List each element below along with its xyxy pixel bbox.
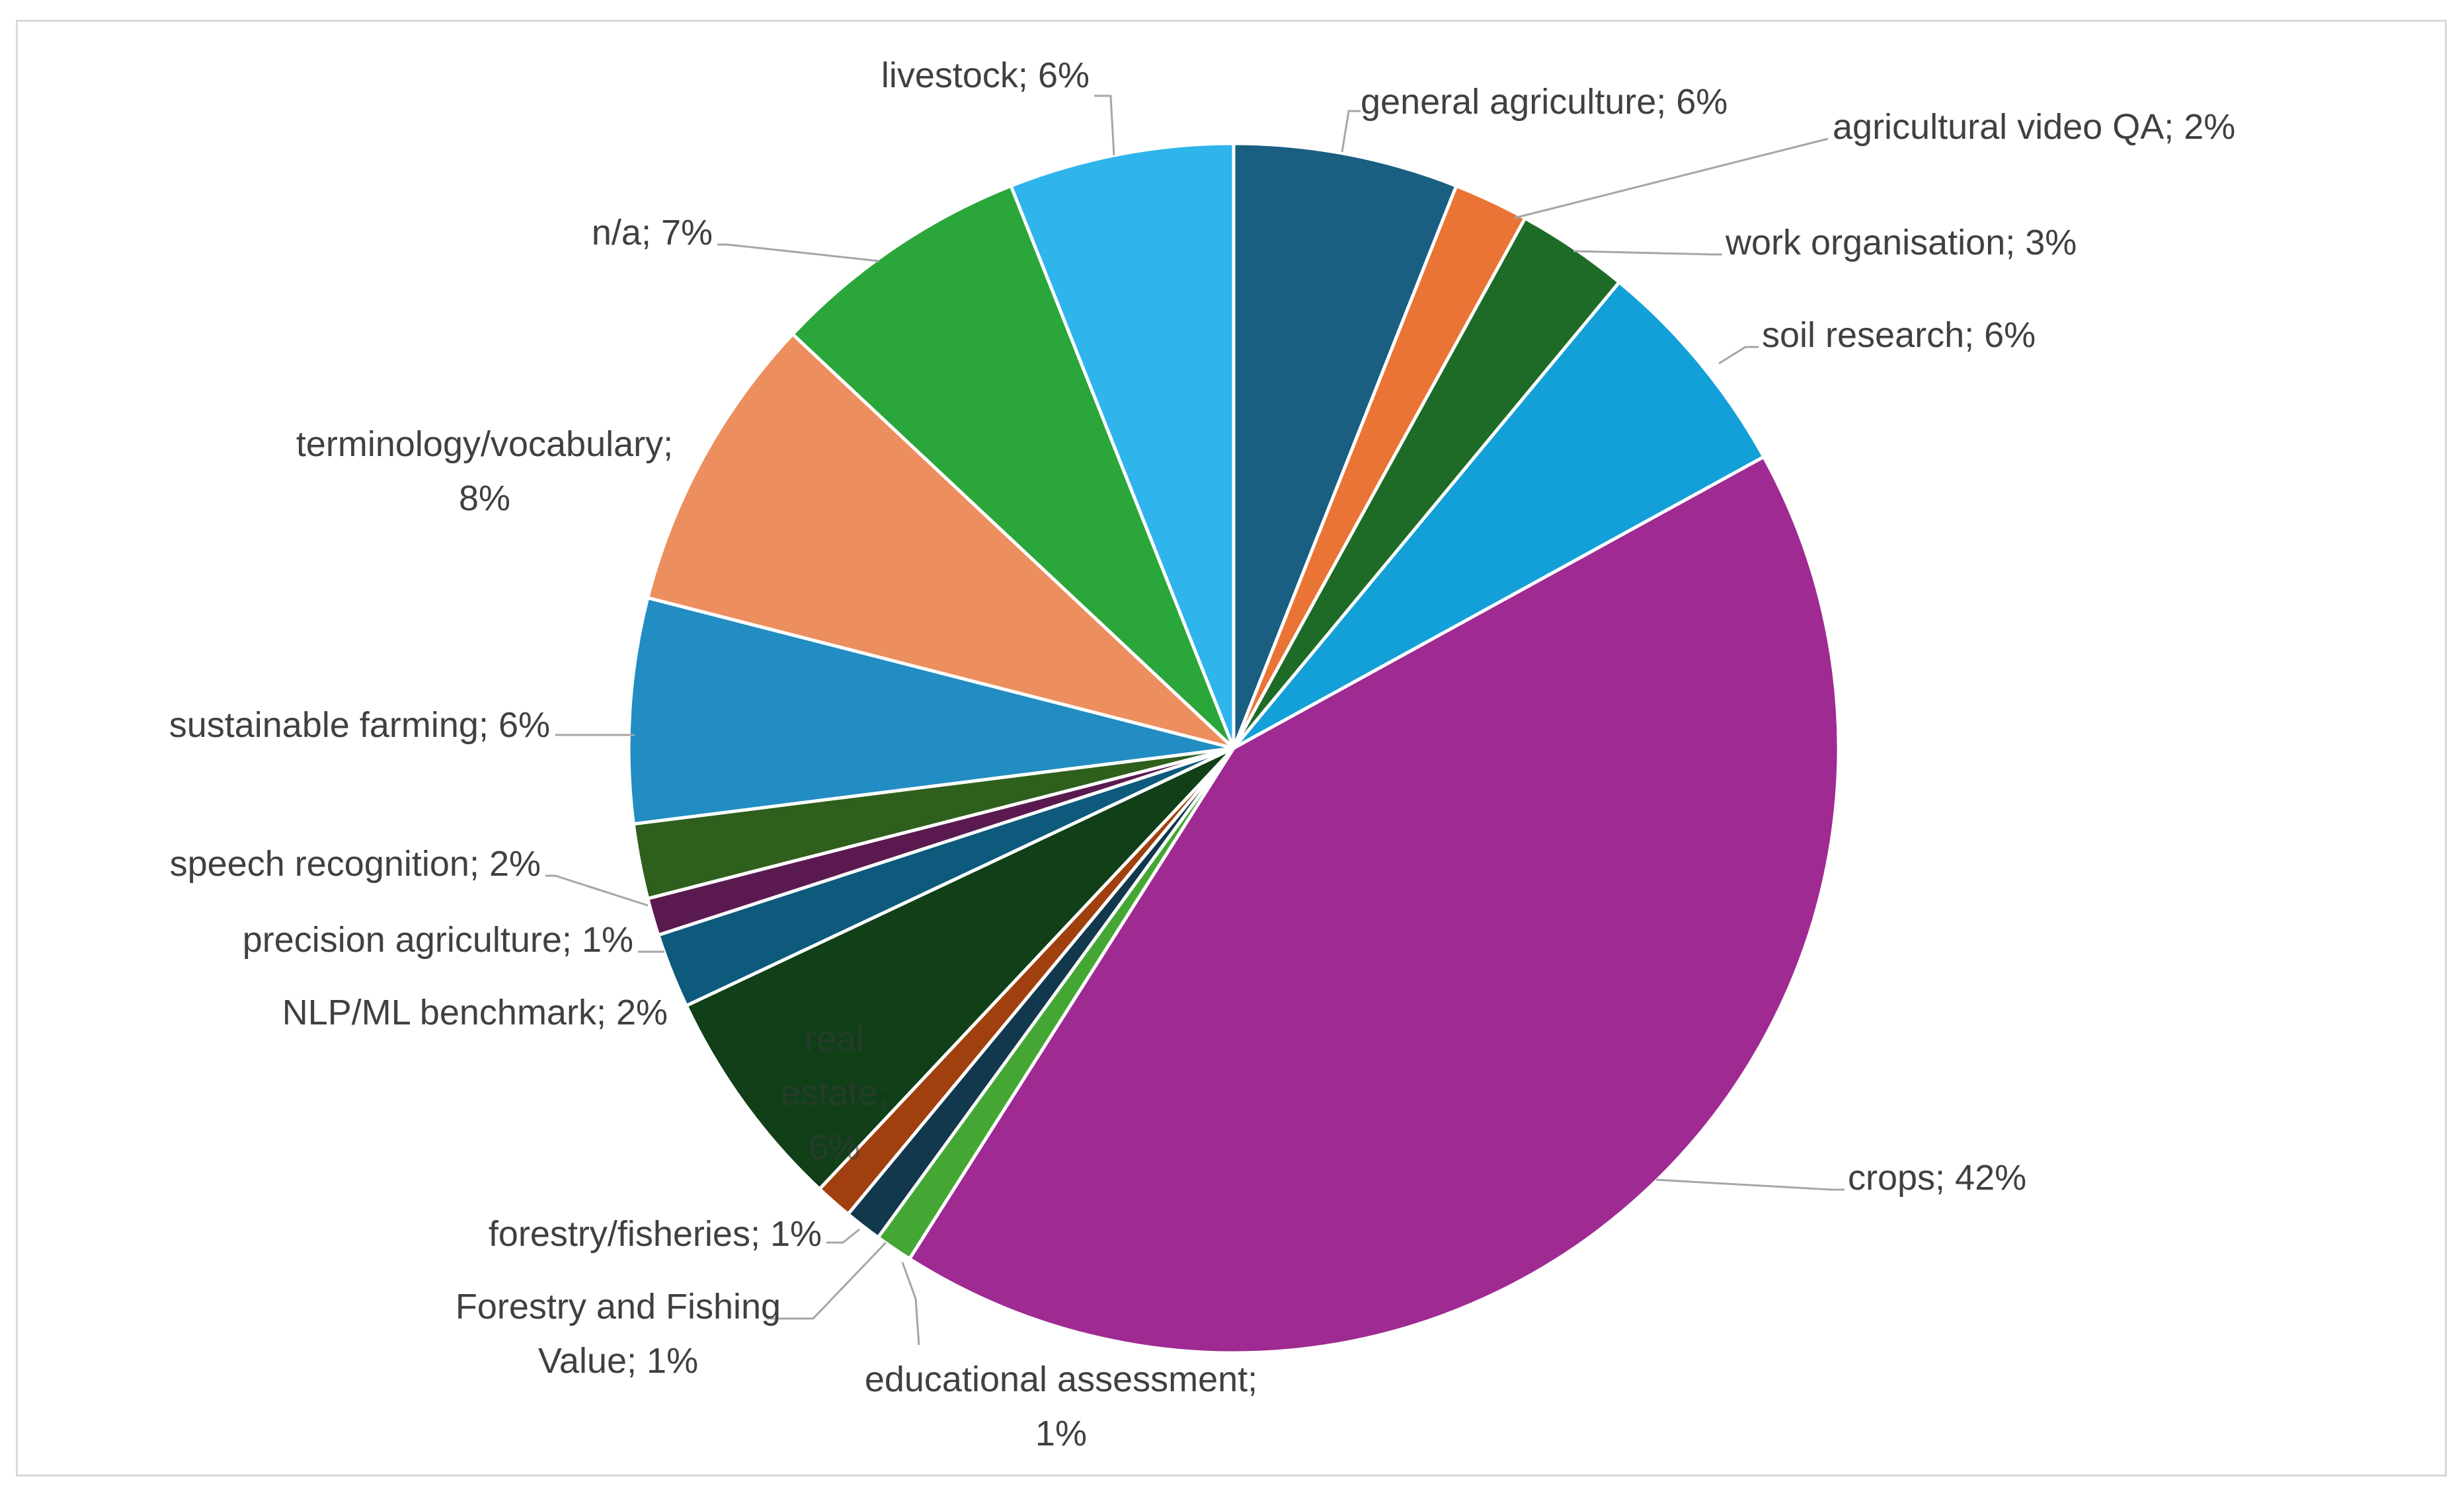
- data-label-general-agriculture: general agriculture; 6%: [1361, 82, 1728, 122]
- data-label-crops: crops; 42%: [1848, 1158, 2026, 1198]
- data-label-work-organisation: work organisation; 3%: [1725, 223, 2077, 262]
- pie-slice-general-agriculture: [1232, 141, 1458, 750]
- data-label-nlp-ml-benchmark: NLP/ML benchmark; 2%: [282, 993, 668, 1032]
- data-label-forestry-fisheries: forestry/fisheries; 1%: [489, 1214, 822, 1254]
- pie-slice-terminology-vocabulary: [646, 332, 1236, 750]
- data-label-livestock: livestock; 6%: [881, 56, 1090, 95]
- leader-line-general-agriculture: [1341, 110, 1361, 153]
- pie-slice-crops: [908, 455, 1841, 1355]
- data-label-forestry-and-fishing-value: Forestry and Fishing Value; 1%: [456, 1287, 781, 1381]
- leader-line-agricultural-video-qa: [1513, 137, 1829, 219]
- pie-slices: [627, 141, 1841, 1355]
- pie-slice-real-estate: [684, 746, 1236, 1191]
- pie-slice-sustainable-farming: [627, 595, 1236, 826]
- data-label-n-a: n/a; 7%: [592, 213, 713, 252]
- leader-line-forestry-fisheries: [826, 1228, 860, 1244]
- pie-slice-n-a: [791, 184, 1236, 750]
- data-labels: general agriculture; 6% agricultural vide…: [169, 56, 2236, 1453]
- leader-line-soil-research: [1718, 346, 1759, 365]
- pie-slice-livestock: [1009, 141, 1236, 750]
- data-label-educational-assessment: educational assessment; 1%: [865, 1360, 1257, 1453]
- leader-lines: [545, 95, 1845, 1346]
- leader-line-educational-assessment: [901, 1262, 920, 1346]
- data-label-real-estate: real estate; 6%: [781, 1019, 888, 1167]
- data-label-terminology-vocabulary: terminology/vocabulary; 8%: [296, 424, 673, 518]
- leader-line-speech-recognition: [545, 874, 649, 907]
- leader-line-forestry-and-fishing-value: [767, 1241, 887, 1320]
- data-label-speech-recognition: speech recognition; 2%: [170, 844, 541, 884]
- data-label-sustainable-farming: sustainable farming; 6%: [169, 705, 550, 745]
- leader-line-work-organisation: [1573, 250, 1722, 256]
- data-label-soil-research: soil research; 6%: [1762, 315, 2036, 355]
- leader-line-n-a: [717, 243, 880, 262]
- data-label-agricultural-video-qa: agricultural video QA; 2%: [1833, 107, 2235, 147]
- data-label-precision-agriculture: precision agriculture; 1%: [243, 920, 633, 960]
- leader-line-crops: [1655, 1178, 1845, 1191]
- leader-line-livestock: [1094, 95, 1115, 156]
- pie-slice-soil-research: [1232, 280, 1766, 750]
